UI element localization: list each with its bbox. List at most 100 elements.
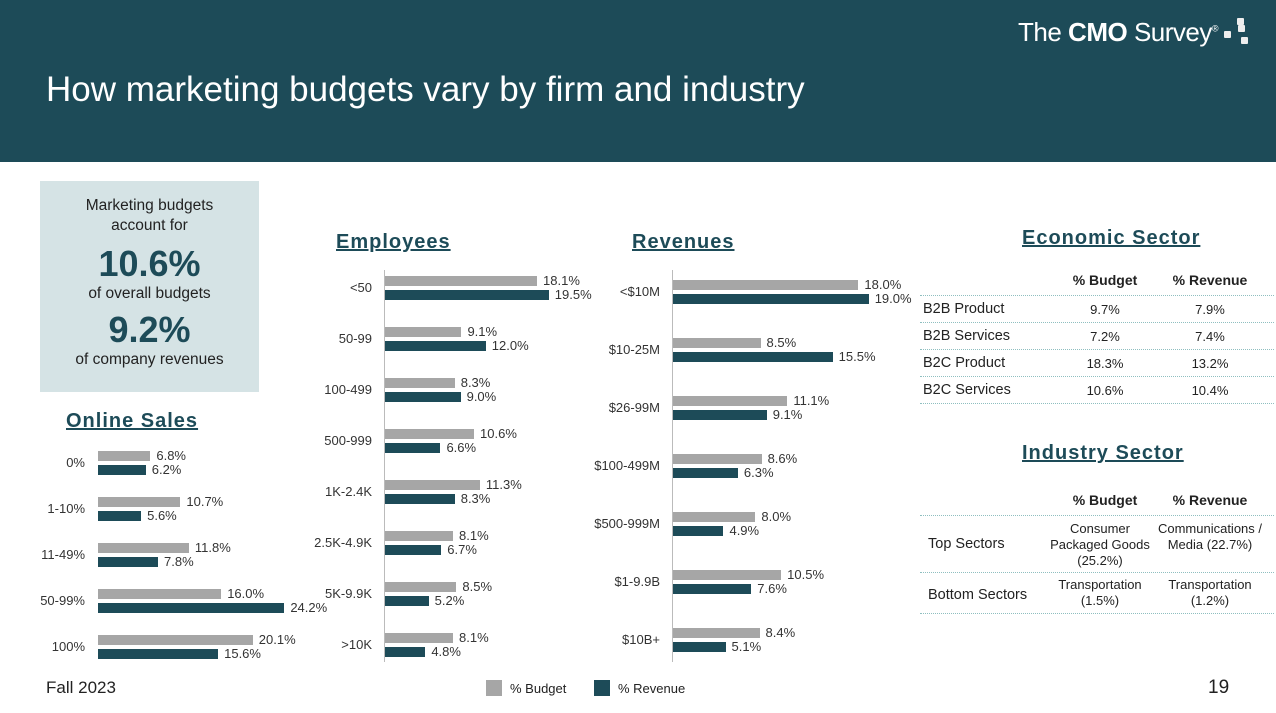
data-label: 9.1% xyxy=(467,324,498,339)
data-label: 18.1% xyxy=(543,273,580,288)
kpi-revenue-share: 9.2% xyxy=(108,309,191,350)
data-label: 8.6% xyxy=(767,451,798,466)
budget-bar xyxy=(98,635,253,645)
cell: Transportation (1.5%) xyxy=(1058,577,1142,608)
category-label: 1K-2.4K xyxy=(325,484,372,499)
cmo-survey-logo: The CMO Survey® xyxy=(1018,17,1219,47)
category-label: 500-999 xyxy=(324,433,372,448)
cell: 7.9% xyxy=(1195,302,1225,317)
category-label: $10-25M xyxy=(608,342,660,357)
row-label: B2C Services xyxy=(923,382,1011,398)
data-label: 11.8% xyxy=(194,540,231,555)
budget-bar xyxy=(385,633,454,643)
budget-bar xyxy=(673,570,782,580)
data-label: 11.1% xyxy=(793,393,830,408)
axis-line xyxy=(672,270,673,662)
data-label: 6.6% xyxy=(446,440,477,455)
revenue-bar xyxy=(385,443,441,453)
revenue-bar xyxy=(385,341,486,351)
data-label: 8.1% xyxy=(459,528,489,543)
data-label: 12.0% xyxy=(491,338,529,353)
row-label: Bottom Sectors xyxy=(928,587,1028,603)
budget-bar xyxy=(673,628,760,638)
revenue-bar xyxy=(385,290,549,300)
table-row: Bottom Sectors Transportation (1.5%) Tra… xyxy=(920,573,1274,614)
category-label: $10B+ xyxy=(622,632,660,647)
cell: 7.2% xyxy=(1090,329,1120,344)
revenue-bar xyxy=(673,294,869,304)
category-label: 100% xyxy=(51,639,85,654)
cell: 9.7% xyxy=(1090,302,1120,317)
budget-bar xyxy=(385,582,457,592)
data-label: 4.9% xyxy=(729,523,760,538)
table-row: B2C Services 10.6% 10.4% xyxy=(920,377,1274,404)
online-sales-title: Online Sales xyxy=(66,410,199,432)
col-header: % Revenue xyxy=(1172,272,1248,288)
budget-bar xyxy=(385,531,454,541)
category-label: 50-99% xyxy=(40,593,85,608)
budget-bar xyxy=(385,480,480,490)
cell: 18.3% xyxy=(1086,356,1124,371)
category-label: 100-499 xyxy=(324,382,372,397)
budget-bar xyxy=(98,543,189,553)
data-label: 8.3% xyxy=(460,491,491,506)
budget-bar xyxy=(98,497,181,507)
data-label: 15.6% xyxy=(224,646,261,661)
data-label: 18.0% xyxy=(864,277,902,292)
budget-bar xyxy=(385,429,475,439)
revenue-bar xyxy=(98,511,142,521)
data-label: 10.6% xyxy=(480,426,517,441)
cell: Transportation (1.2%) xyxy=(1168,577,1252,608)
data-label: 8.0% xyxy=(761,509,792,524)
cell: 13.2% xyxy=(1191,356,1229,371)
data-label: 19.0% xyxy=(874,291,912,306)
footer-date: Fall 2023 xyxy=(46,678,116,697)
category-label: $26-99M xyxy=(608,400,660,415)
data-label: 5.2% xyxy=(434,593,465,608)
category-label: 0% xyxy=(66,455,85,470)
legend-label: % Revenue xyxy=(618,680,686,696)
category-label: 1-10% xyxy=(47,501,85,516)
revenue-swatch xyxy=(594,680,610,696)
data-label: 24.2% xyxy=(290,600,328,615)
category-label: $500-999M xyxy=(594,516,660,531)
data-label: 6.7% xyxy=(447,542,477,557)
data-label: 15.5% xyxy=(838,349,876,364)
data-label: 6.2% xyxy=(151,462,182,477)
budget-bar xyxy=(673,396,788,406)
data-label: 20.1% xyxy=(258,632,296,647)
revenue-bar xyxy=(673,468,738,478)
revenue-bar xyxy=(98,557,159,567)
budget-bar xyxy=(98,451,151,461)
col-header: % Revenue xyxy=(1172,492,1248,508)
revenue-bar xyxy=(385,545,442,555)
budget-bar xyxy=(673,512,756,522)
row-label: B2B Services xyxy=(923,328,1011,344)
category-label: 5K-9.9K xyxy=(325,586,372,601)
col-header: % Budget xyxy=(1072,272,1138,288)
category-label: <$10M xyxy=(619,284,660,299)
data-label: 8.5% xyxy=(766,335,797,350)
data-label: 5.6% xyxy=(147,508,177,523)
revenue-bar xyxy=(673,584,752,594)
budget-bar xyxy=(673,338,761,348)
budget-bar xyxy=(673,454,762,464)
kpi-text: Marketing budgets account for xyxy=(85,197,214,234)
budget-bar xyxy=(673,280,859,290)
data-label: 7.6% xyxy=(757,581,787,596)
revenue-bar xyxy=(673,352,833,362)
data-label: 16.0% xyxy=(227,586,265,601)
row-label: Top Sectors xyxy=(928,536,1005,552)
kpi-box: Marketing budgets account for 10.6% of o… xyxy=(40,181,259,392)
budget-bar xyxy=(385,378,455,388)
legend-budget: % Budget xyxy=(486,680,566,696)
table-row: B2B Services 7.2% 7.4% xyxy=(920,323,1274,350)
category-label: $1-9.9B xyxy=(614,574,660,589)
page-number: 19 xyxy=(1208,677,1230,698)
page-title: How marketing budgets vary by firm and i… xyxy=(46,70,805,109)
budget-bar xyxy=(385,276,538,286)
data-label: 8.3% xyxy=(460,375,491,390)
data-label: 8.4% xyxy=(765,625,796,640)
cell: 10.4% xyxy=(1191,383,1229,398)
cell: Consumer Packaged Goods (25.2%) xyxy=(1050,521,1150,568)
